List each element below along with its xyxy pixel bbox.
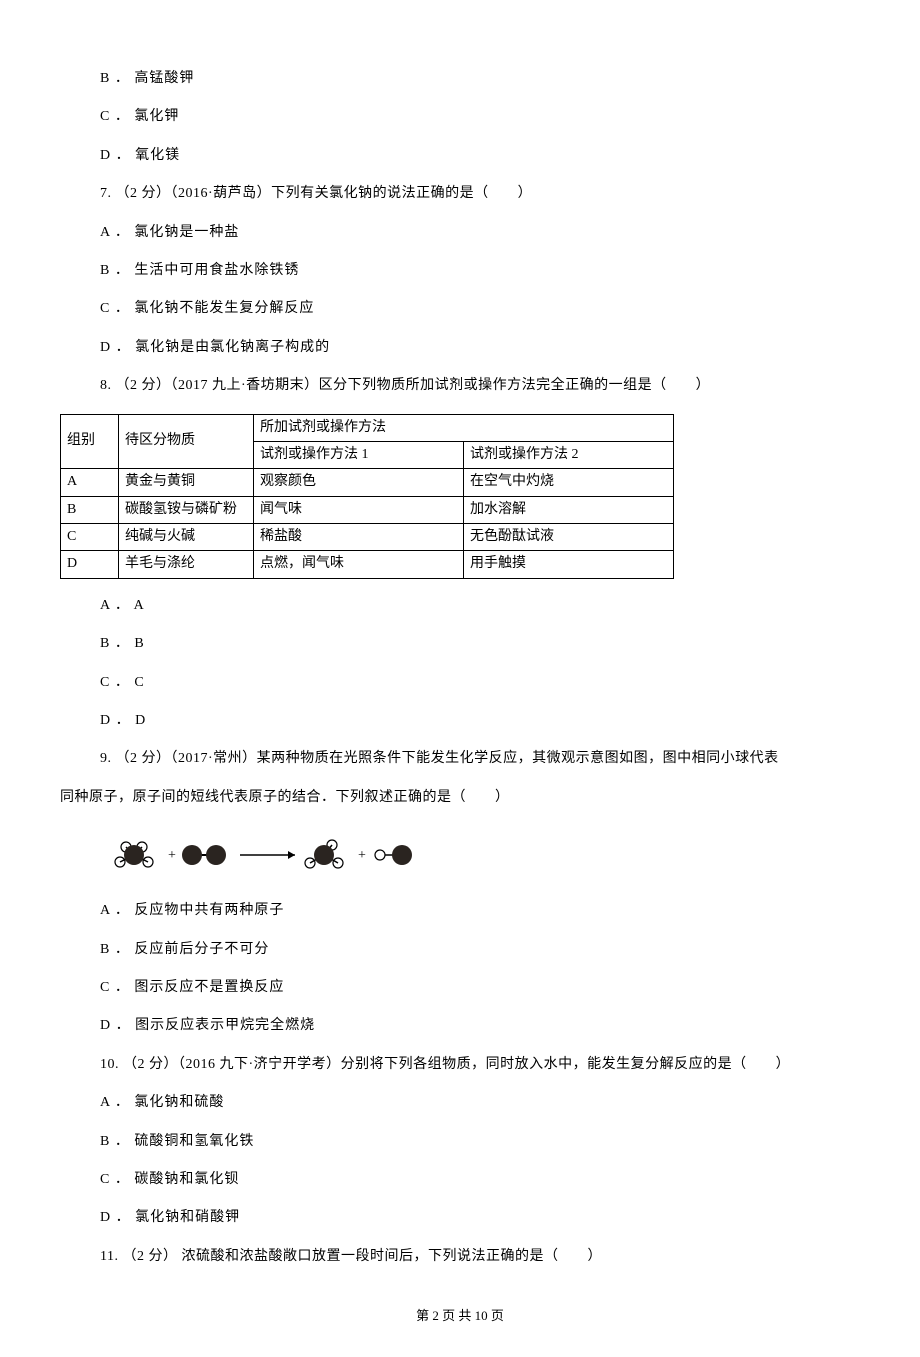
- q8-th-method: 所加试剂或操作方法: [254, 414, 674, 441]
- table-row: C 纯碱与火碱 稀盐酸 无色酚酞试液: [61, 524, 674, 551]
- q11-stem: 11. （2 分） 浓硫酸和浓盐酸敞口放置一段时间后，下列说法正确的是（ ）: [40, 1238, 880, 1276]
- q9-option-c: C ． 图示反应不是置换反应: [40, 969, 880, 1007]
- q8-th-method2: 试剂或操作方法 2: [464, 441, 674, 468]
- q8-option-d: D ． D: [40, 702, 880, 740]
- q10-option-d: D ． 氯化钠和硝酸钾: [40, 1199, 880, 1237]
- table-row: A 黄金与黄铜 观察颜色 在空气中灼烧: [61, 469, 674, 496]
- q8-r0-g: A: [61, 469, 119, 496]
- q7-stem: 7. （2 分）（2016·葫芦岛）下列有关氯化钠的说法正确的是（ ）: [40, 175, 880, 213]
- q8-r0-m2: 在空气中灼烧: [464, 469, 674, 496]
- q8-r0-sub: 黄金与黄铜: [119, 469, 254, 496]
- q8-option-b: B ． B: [40, 625, 880, 663]
- q8-option-a: A ． A: [40, 587, 880, 625]
- prev-option-d: D ． 氧化镁: [40, 137, 880, 175]
- q9-stem-cont: 同种原子，原子间的短线代表原子的结合．下列叙述正确的是（ ）: [40, 779, 880, 817]
- q10-option-b: B ． 硫酸铜和氢氧化铁: [40, 1123, 880, 1161]
- q8-th-group: 组别: [61, 414, 119, 469]
- q10-option-c: C ． 碳酸钠和氯化钡: [40, 1161, 880, 1199]
- q9-option-a: A ． 反应物中共有两种原子: [40, 892, 880, 930]
- q9-option-b: B ． 反应前后分子不可分: [40, 931, 880, 969]
- q8-r3-g: D: [61, 551, 119, 578]
- q8-r3-sub: 羊毛与涤纶: [119, 551, 254, 578]
- svg-text:+: +: [168, 848, 176, 863]
- q7-option-d: D ． 氯化钠是由氯化钠离子构成的: [40, 329, 880, 367]
- q8-r1-m2: 加水溶解: [464, 496, 674, 523]
- svg-text:+: +: [358, 848, 366, 863]
- q9-diagram: + +: [40, 817, 880, 892]
- q9-option-d: D ． 图示反应表示甲烷完全燃烧: [40, 1007, 880, 1045]
- q7-option-c: C ． 氯化钠不能发生复分解反应: [40, 290, 880, 328]
- prev-option-b: B ． 高锰酸钾: [40, 60, 880, 98]
- q8-r2-m1: 稀盐酸: [254, 524, 464, 551]
- q7-option-a: A ． 氯化钠是一种盐: [40, 214, 880, 252]
- q8-th-method1: 试剂或操作方法 1: [254, 441, 464, 468]
- q7-option-b: B ． 生活中可用食盐水除铁锈: [40, 252, 880, 290]
- q8-option-c: C ． C: [40, 664, 880, 702]
- q10-option-a: A ． 氯化钠和硫酸: [40, 1084, 880, 1122]
- q10-stem: 10. （2 分）（2016 九下·济宁开学考）分别将下列各组物质，同时放入水中…: [40, 1046, 880, 1084]
- q8-r1-sub: 碳酸氢铵与磷矿粉: [119, 496, 254, 523]
- q8-stem: 8. （2 分）（2017 九上·香坊期末）区分下列物质所加试剂或操作方法完全正…: [40, 367, 880, 405]
- q8-r2-sub: 纯碱与火碱: [119, 524, 254, 551]
- q8-r3-m1: 点燃，闻气味: [254, 551, 464, 578]
- q8-r1-g: B: [61, 496, 119, 523]
- q8-r1-m1: 闻气味: [254, 496, 464, 523]
- table-row: D 羊毛与涤纶 点燃，闻气味 用手触摸: [61, 551, 674, 578]
- table-row: B 碳酸氢铵与磷矿粉 闻气味 加水溶解: [61, 496, 674, 523]
- q8-table: 组别 待区分物质 所加试剂或操作方法 试剂或操作方法 1 试剂或操作方法 2 A…: [60, 414, 674, 579]
- prev-option-c: C ． 氯化钾: [40, 98, 880, 136]
- q8-r2-m2: 无色酚酞试液: [464, 524, 674, 551]
- q8-r0-m1: 观察颜色: [254, 469, 464, 496]
- q8-r2-g: C: [61, 524, 119, 551]
- q8-r3-m2: 用手触摸: [464, 551, 674, 578]
- q9-stem: 9. （2 分）（2017·常州）某两种物质在光照条件下能发生化学反应，其微观示…: [40, 740, 880, 778]
- q8-th-substance: 待区分物质: [119, 414, 254, 469]
